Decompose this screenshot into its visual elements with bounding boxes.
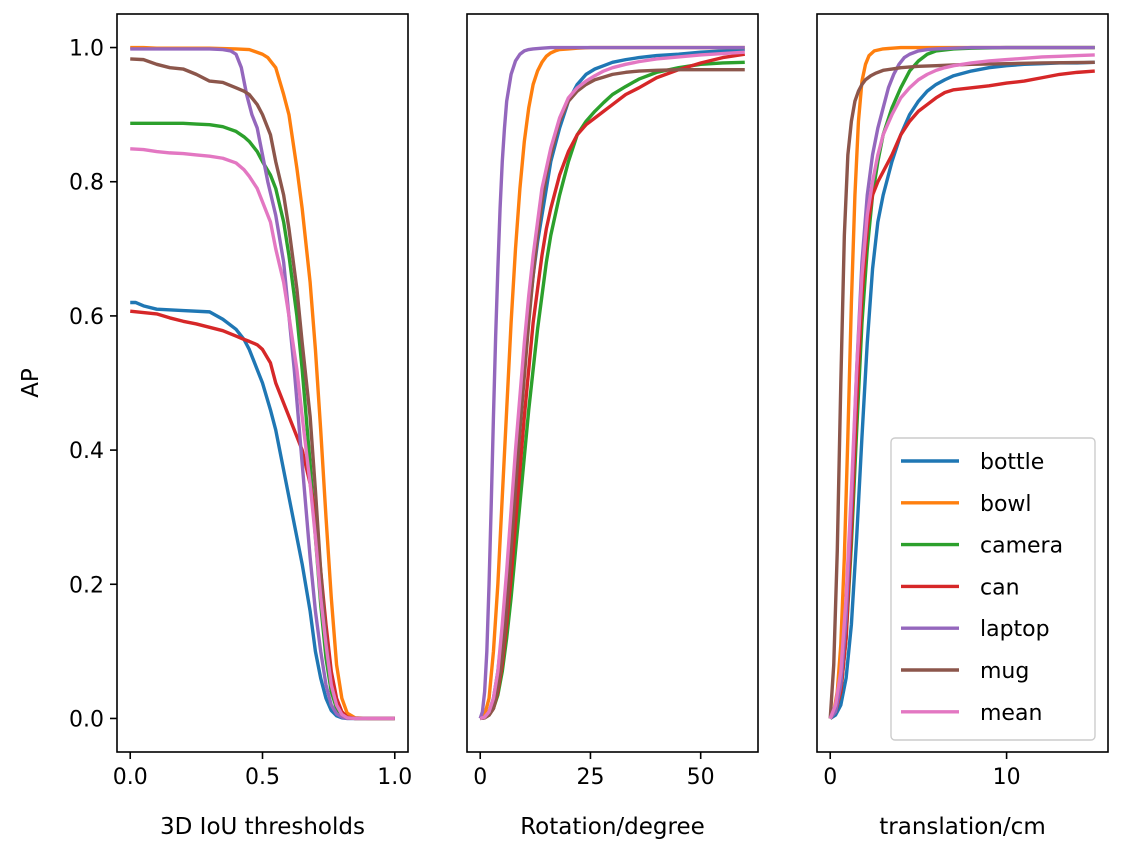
series-line-laptop <box>130 47 395 721</box>
x-axis-label: 3D IoU thresholds <box>160 814 365 840</box>
legend-box <box>890 437 1096 741</box>
x-tick-label: 0 <box>823 765 837 790</box>
legend-label-bottle: bottle <box>980 450 1044 475</box>
x-tick-label: 1.0 <box>377 765 412 790</box>
legend: bottle bowl camera can laptop mug mean <box>890 437 1096 741</box>
x-tick-label: 0.5 <box>245 765 280 790</box>
legend-label-mug: mug <box>980 659 1029 684</box>
y-tick-label: 0.6 <box>69 305 104 330</box>
legend-label-bowl: bowl <box>980 492 1032 517</box>
series-line-laptop <box>478 45 745 719</box>
chart-panel-3: 0 10 translation/cm bottle bowl camera can lapt… <box>816 13 1109 840</box>
series-line-bowl <box>130 45 395 721</box>
series-line-can <box>130 309 395 721</box>
series-line-mean <box>828 53 1095 720</box>
y-tick-label: 0.4 <box>69 439 104 464</box>
y-tick-label: 0.8 <box>69 171 104 196</box>
series-line-mean <box>479 50 745 721</box>
series-line-mean <box>130 147 395 721</box>
y-tick-label: 1.0 <box>69 37 104 62</box>
x-tick-label: 0.0 <box>113 765 148 790</box>
legend-label-mean: mean <box>980 701 1042 726</box>
chart-panel-1: 0.0 0.5 1.0 0.0 0.2 0.4 0.6 0.8 1.0 3D IoU thresh… <box>69 13 412 840</box>
axes-frame <box>816 13 1109 753</box>
chart-panel-2: 0 25 50 Rotation/degree <box>466 13 759 840</box>
legend-label-can: can <box>980 575 1020 600</box>
legend-label-camera: camera <box>980 534 1063 559</box>
series-line-bowl <box>828 45 1095 720</box>
y-axis-label: AP <box>18 368 44 398</box>
x-axis-label: Rotation/degree <box>520 814 705 840</box>
axes-frame <box>466 13 759 753</box>
y-tick-label: 0.2 <box>69 573 104 598</box>
x-tick-label: 50 <box>687 765 715 790</box>
x-tick-label: 0 <box>473 765 487 790</box>
x-axis-label: translation/cm <box>879 814 1045 840</box>
legend-label-laptop: laptop <box>980 617 1050 642</box>
x-tick-label: 25 <box>576 765 604 790</box>
y-tick-label: 0.0 <box>69 707 104 732</box>
x-tick-label: 10 <box>993 765 1021 790</box>
panels: 0.0 0.5 1.0 0.0 0.2 0.4 0.6 0.8 1.0 3D IoU thresh… <box>69 13 1109 840</box>
